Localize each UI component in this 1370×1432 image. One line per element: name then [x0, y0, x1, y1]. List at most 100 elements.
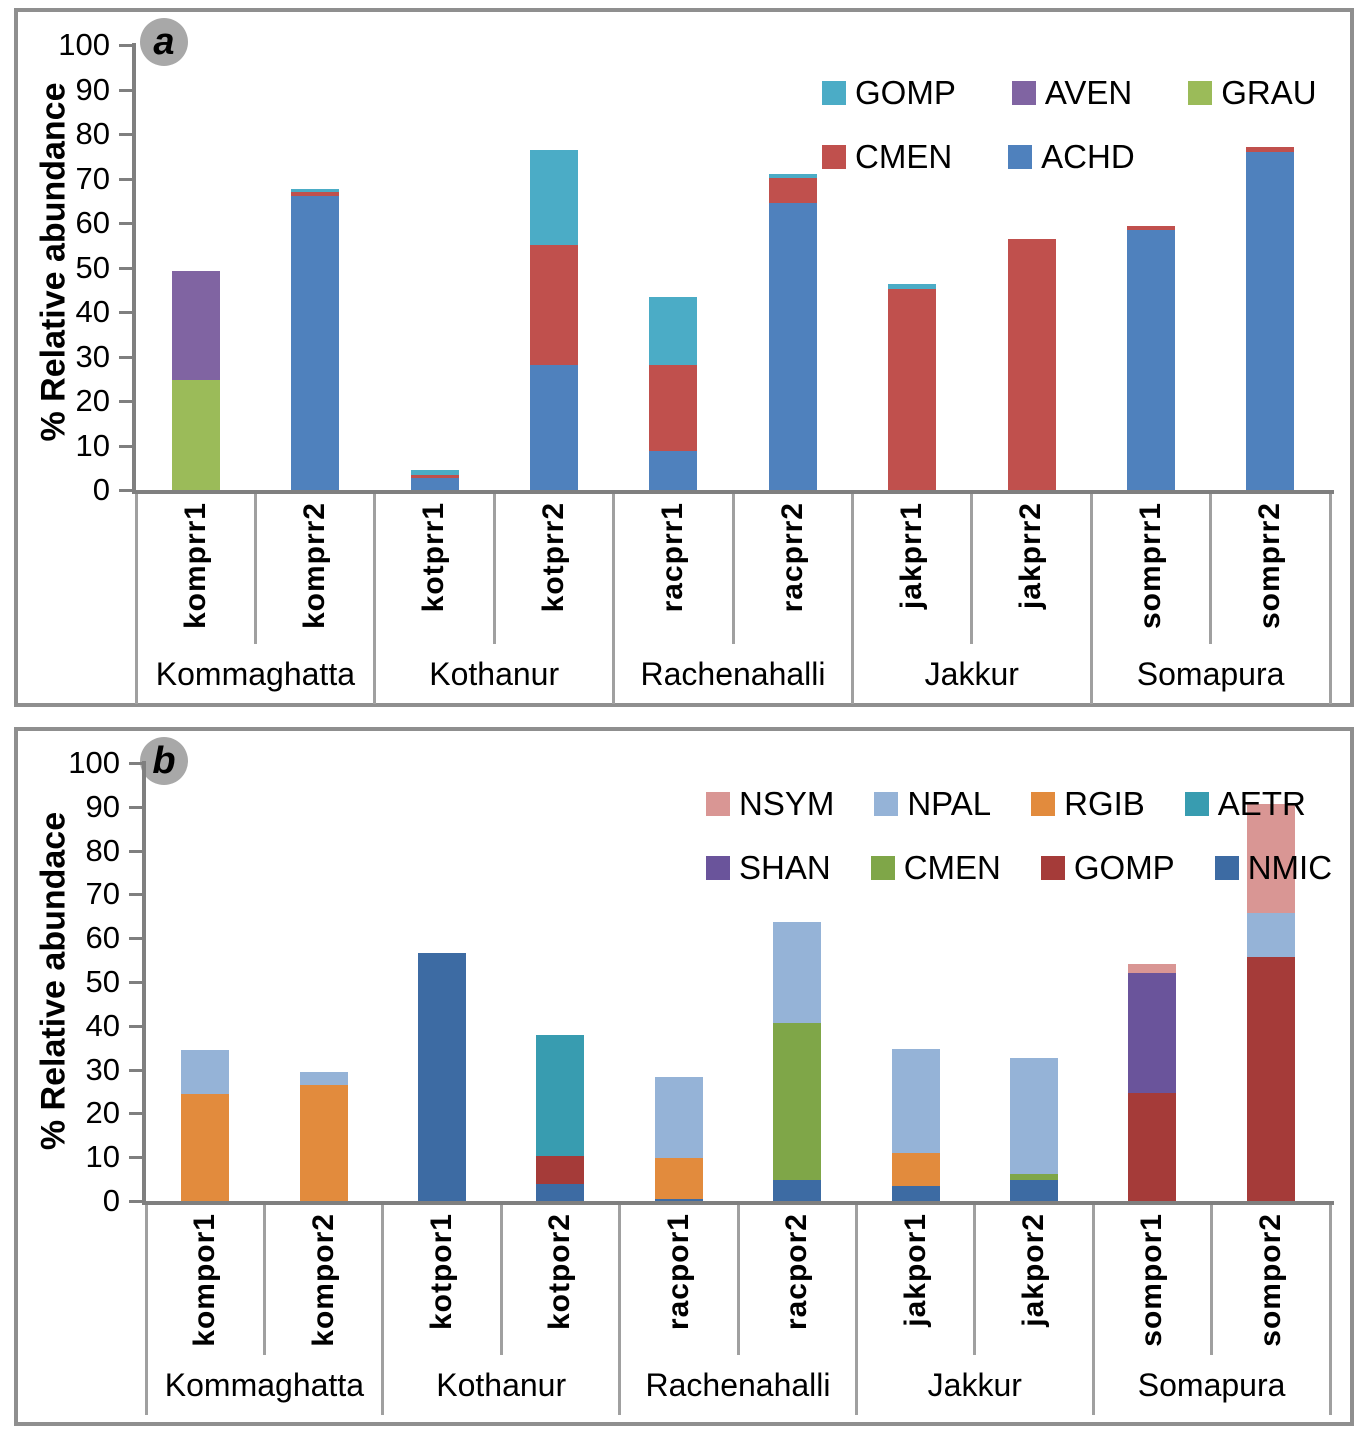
legend: GOMP AVEN GRAU CMEN ACHD: [822, 74, 1317, 176]
y-tick: [119, 222, 132, 225]
plot-area: 0 10 20 30 40 50 60 70 80 90 100 komprr1 komprr2 kotp…: [18, 12, 1350, 704]
sample-label: sompor1: [1135, 1213, 1169, 1347]
sample-label: racpor1: [661, 1213, 695, 1331]
bar-segment-gomp-kotpor2: [536, 1156, 585, 1185]
sample-label: sompor2: [1253, 1213, 1287, 1347]
bar-segment-npal-jakpor2: [1010, 1058, 1058, 1174]
y-tick-label: 60: [85, 920, 120, 956]
panel-b-badge: b: [140, 737, 188, 785]
bar-segment-npal-jakpor1: [891, 1049, 940, 1153]
legend-swatch-icon: [1184, 792, 1209, 816]
bar-segment-shan-sompor1: [1128, 972, 1177, 1094]
category-divider: [731, 494, 735, 644]
legend-label: CMEN: [903, 849, 1001, 886]
category-divider: [736, 1205, 740, 1355]
bar-segment-gomp-jakprr1: [888, 284, 937, 289]
group-label: Kothanur: [436, 1367, 567, 1403]
sample-label-cell: komprr2: [255, 502, 374, 650]
legend-swatch-icon: [822, 81, 846, 105]
group-divider: [1091, 1205, 1095, 1415]
bar-segment-gomp-racprr2: [768, 173, 817, 179]
y-tick: [129, 805, 142, 809]
bar-segment-rgib-kompor2: [299, 1085, 348, 1201]
sample-label: kotprr1: [417, 502, 451, 613]
y-tick: [129, 1156, 142, 1160]
sample-label: racprr1: [656, 502, 690, 613]
sample-label-cell: somprr2: [1211, 502, 1330, 650]
sample-label: jakpor1: [898, 1213, 932, 1327]
legend-swatch-icon: [870, 856, 895, 880]
sample-label-cell: kotprr1: [375, 502, 494, 650]
bar-segment-achd-kotprr1: [410, 477, 459, 490]
category-divider: [492, 494, 496, 644]
group-divider: [618, 1205, 622, 1415]
y-tick: [129, 1200, 142, 1203]
sample-label: kotpor2: [543, 1213, 577, 1331]
bar-segment-gomp-kotprr2: [529, 149, 578, 246]
legend-swatch-icon: [706, 856, 730, 880]
sample-label: racpor2: [780, 1213, 814, 1331]
legend-item-cmen: CMEN: [822, 138, 952, 176]
bar-segment-npal-kompor2: [299, 1072, 348, 1086]
legend-item-nsym: NSYM: [706, 785, 834, 823]
bar-segment-achd-komprr2: [291, 196, 340, 490]
y-tick: [119, 400, 132, 403]
y-tick-label: 70: [85, 876, 120, 912]
sample-label: somprr1: [1133, 502, 1167, 630]
legend-label: ACHD: [1041, 138, 1135, 175]
sample-label: jakpor2: [1016, 1213, 1050, 1327]
sample-label: somprr2: [1253, 502, 1287, 630]
bar-segment-gomp-racprr1: [649, 297, 698, 365]
sample-label-cell: sompor1: [1093, 1213, 1211, 1361]
y-tick-label: 40: [85, 1007, 120, 1043]
legend-item-aetr: AETR: [1184, 785, 1306, 823]
group-divider: [373, 494, 377, 704]
bar-segment-npal-kompor1: [181, 1049, 230, 1095]
legend-swatch-icon: [1031, 792, 1056, 816]
y-tick: [119, 266, 132, 270]
group-label: Kommaghatta: [164, 1367, 364, 1403]
legend-item-shan: SHAN: [706, 849, 831, 887]
legend: NSYM NPAL RGIB AETR SHAN CMEN GOMP NMIC: [706, 785, 1332, 887]
legend-item-aven: AVEN: [1011, 74, 1133, 112]
y-tick: [129, 1112, 142, 1116]
sample-label-cell: jakpor2: [975, 1213, 1093, 1361]
y-tick-label: 0: [92, 472, 110, 507]
group-divider: [1328, 1205, 1332, 1415]
sample-label-cell: sompor2: [1212, 1213, 1330, 1361]
legend-swatch-icon: [822, 145, 846, 169]
y-tick-label: 0: [102, 1183, 120, 1218]
bar-segment-cmen-racprr1: [649, 364, 698, 451]
panel-a: a % Relative abundance 0 10 20 30 40 50 60 70 80…: [14, 8, 1354, 707]
sample-label-cell: komprr1: [136, 502, 255, 650]
category-divider: [262, 1205, 266, 1355]
sample-label-cell: racprr1: [614, 502, 733, 650]
y-tick: [119, 489, 132, 492]
bar-segment-achd-somprr1: [1126, 230, 1175, 490]
legend-label: RGIB: [1064, 785, 1145, 822]
group-label: Rachenahalli: [640, 656, 826, 692]
bar-segment-cmen-jakprr1: [888, 288, 937, 490]
bar-segment-gomp-sompor1: [1128, 1093, 1177, 1201]
x-axis-line: [132, 490, 1334, 494]
y-tick: [129, 893, 142, 897]
sample-label-cell: racpor1: [620, 1213, 738, 1361]
bar-segment-nmic-kotpor2: [536, 1184, 585, 1201]
bar-segment-cmen-kotprr1: [410, 474, 459, 478]
legend-item-gomp: GOMP: [822, 74, 956, 112]
sample-label-cell: kotprr2: [494, 502, 613, 650]
legend-row: NSYM NPAL RGIB AETR: [706, 785, 1332, 823]
y-tick-label: 10: [75, 427, 110, 463]
group-label: Rachenahalli: [645, 1367, 831, 1403]
y-tick: [129, 762, 142, 765]
bar-segment-cmen-kotprr2: [529, 245, 578, 366]
bar-segment-cmen-jakpor2: [1010, 1173, 1058, 1181]
legend-label: AVEN: [1044, 74, 1133, 111]
group-divider: [144, 1205, 148, 1415]
y-tick: [119, 177, 132, 181]
panel-b: b % Relative abundace 0 10 20 30 40 50 60 70 80 9…: [14, 727, 1354, 1426]
bar-segment-npal-sompor2: [1246, 912, 1295, 958]
legend-row: SHAN CMEN GOMP NMIC: [706, 849, 1332, 887]
group-label: Somapura: [1137, 1367, 1286, 1403]
legend-item-gomp: GOMP: [1040, 849, 1175, 887]
